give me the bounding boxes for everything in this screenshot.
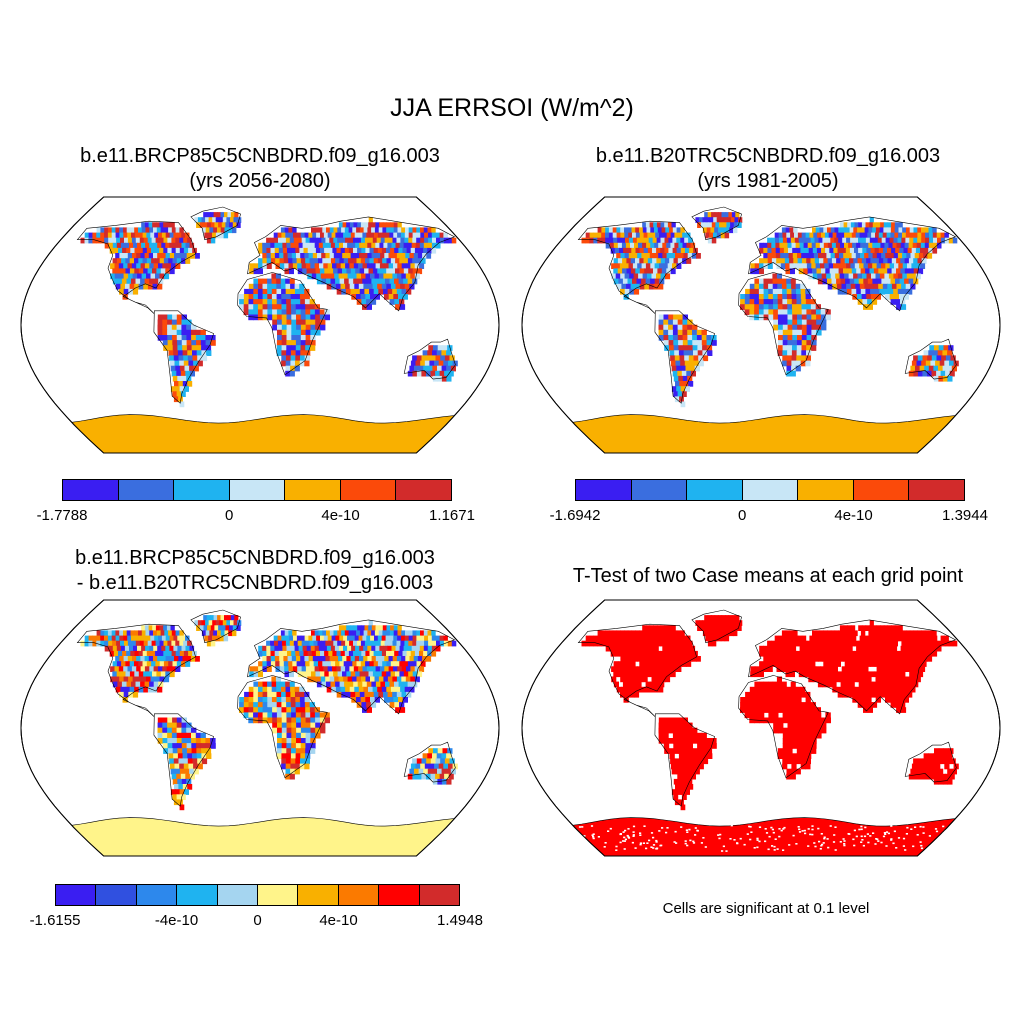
panel-2-title-line2: (yrs 1981-2005): [697, 170, 839, 192]
colorbar-tick-label: -1.6155: [29, 912, 81, 929]
coastline: [691, 609, 742, 644]
colorbar-tick-label: 4e-10: [319, 912, 358, 929]
colorbar-swatch: [338, 885, 380, 905]
coastline: [654, 310, 715, 404]
coastline: [247, 216, 456, 312]
coastline: [190, 206, 241, 241]
colorbar-swatch: [136, 885, 178, 905]
colorbar-swatch: [909, 480, 965, 500]
colorbar-tick-label: 1.4948: [437, 912, 483, 929]
coastline: [153, 310, 214, 404]
figure-title: JJA ERRSOI (W/m^2): [390, 94, 634, 122]
coastline: [190, 609, 241, 644]
colorbar-swatch: [63, 480, 119, 500]
colorbar-swatch: [174, 480, 230, 500]
panel-3-title-line1: b.e11.BRCP85C5CNBDRD.f09_g16.003: [75, 547, 435, 569]
coastline: [691, 206, 742, 241]
coastline: [748, 619, 957, 715]
panel-3-colorbar: [55, 884, 460, 906]
colorbar-tick-label: 0: [253, 912, 262, 929]
panel-2-title-line1: b.e11.B20TRC5CNBDRD.f09_g16.003: [595, 145, 941, 167]
coastline: [738, 675, 829, 779]
panel-4-significance-note: Cells are significant at 0.1 level: [662, 900, 870, 917]
panel-4-map: [521, 599, 1001, 857]
colorbar-tick-label: -1.6942: [549, 507, 601, 524]
coastline: [904, 741, 957, 783]
map-border: [20, 196, 500, 454]
colorbar-swatch: [631, 480, 688, 500]
land-cells: [581, 615, 959, 811]
coastline: [904, 338, 957, 380]
map-border: [521, 599, 1001, 857]
coastline: [76, 623, 196, 717]
coastline: [577, 623, 697, 717]
panel-3-title-line2: - b.e11.B20TRC5CNBDRD.f09_g16.003: [76, 572, 434, 594]
land-cells: [80, 212, 458, 408]
colorbar-swatch: [798, 480, 854, 500]
panel-4-title: T-Test of two Case means at each grid po…: [572, 565, 964, 587]
panel-2-colorbar: [575, 479, 965, 501]
colorbar-swatch: [258, 885, 299, 905]
colorbar-swatch: [298, 885, 339, 905]
colorbar-swatch: [177, 885, 218, 905]
colorbar-swatch: [340, 480, 397, 500]
colorbar-swatch: [379, 885, 420, 905]
colorbar-tick-label: -1.7788: [36, 507, 88, 524]
colorbar-swatch: [576, 480, 632, 500]
coastline: [247, 619, 456, 715]
colorbar-swatch: [285, 480, 341, 500]
coastline: [654, 713, 715, 807]
panel-3-map: [20, 599, 500, 857]
panel-1-colorbar: [62, 479, 452, 501]
colorbar-swatch: [217, 885, 259, 905]
panel-1-title-line2: (yrs 2056-2080): [189, 170, 331, 192]
colorbar-swatch: [396, 480, 452, 500]
panel-1-map: [20, 196, 500, 454]
coastline: [748, 216, 957, 312]
coastline: [237, 675, 328, 779]
colorbar-tick-label: -4e-10: [154, 912, 199, 929]
map-border: [521, 196, 1001, 454]
coastline: [403, 741, 456, 783]
colorbar-tick-label: 1.1671: [429, 507, 475, 524]
panel-1-title-line1: b.e11.BRCP85C5CNBDRD.f09_g16.003: [80, 145, 440, 167]
panel-2-map: [521, 196, 1001, 454]
colorbar-swatch: [118, 480, 175, 500]
land-cells: [80, 615, 458, 811]
coastline: [403, 338, 456, 380]
coastline: [577, 220, 697, 314]
colorbar-tick-label: 1.3944: [942, 507, 988, 524]
map-border: [20, 599, 500, 857]
colorbar-swatch: [96, 885, 137, 905]
colorbar-swatch: [419, 885, 460, 905]
colorbar-swatch: [56, 885, 97, 905]
colorbar-swatch: [853, 480, 910, 500]
colorbar-swatch: [687, 480, 743, 500]
colorbar-tick-label: 0: [737, 507, 747, 524]
coastline: [153, 713, 214, 807]
colorbar-tick-label: 4e-10: [321, 507, 360, 524]
colorbar-swatch: [742, 480, 799, 500]
colorbar-tick-label: 0: [224, 507, 234, 524]
coastline: [76, 220, 196, 314]
colorbar-tick-label: 4e-10: [834, 507, 873, 524]
coastline: [738, 272, 829, 376]
colorbar-swatch: [229, 480, 286, 500]
coastline: [237, 272, 328, 376]
land-cells: [581, 212, 959, 408]
